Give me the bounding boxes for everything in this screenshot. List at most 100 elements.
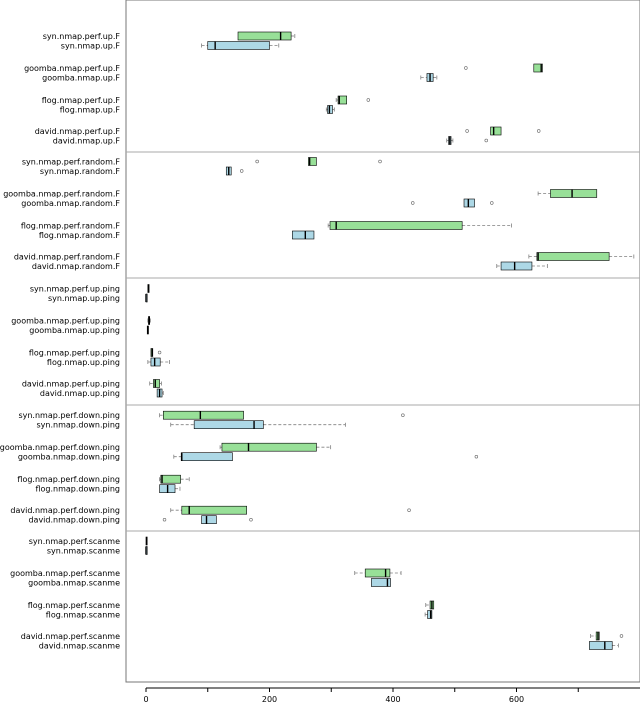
box-flog.nmap.up.F xyxy=(325,105,335,114)
box-syn.nmap.perf.down.ping xyxy=(159,410,405,420)
box-david.nmap.scanme xyxy=(589,641,619,650)
box xyxy=(153,379,160,388)
box-david.nmap.perf.up.F xyxy=(465,126,541,136)
box-flog.nmap.perf.down.ping xyxy=(159,474,190,484)
row-label: flog.nmap.perf.down.ping xyxy=(17,475,120,484)
outlier-point xyxy=(240,169,244,173)
box-syn.nmap.perf.scanme xyxy=(145,536,148,546)
box-david.nmap.up.ping xyxy=(156,388,164,398)
box-david.nmap.random.F xyxy=(496,261,548,271)
row-label: syn.nmap.random.F xyxy=(40,167,120,176)
row-label: flog.nmap.perf.up.ping xyxy=(29,349,120,358)
outlier-point xyxy=(490,201,494,205)
box xyxy=(193,420,264,430)
box-flog.nmap.perf.scanme xyxy=(425,600,435,610)
outlier-point xyxy=(401,413,405,417)
row-label: david.nmap.up.ping xyxy=(40,389,120,398)
row-label: flog.nmap.random.F xyxy=(39,231,121,240)
x-tick-label: 400 xyxy=(385,695,400,704)
box-flog.nmap.perf.random.F xyxy=(327,221,512,230)
box-david.nmap.perf.down.ping xyxy=(170,505,411,515)
outlier-point xyxy=(537,129,541,133)
row-label: goomba.nmap.up.F xyxy=(42,74,120,83)
row-label: david.nmap.perf.up.ping xyxy=(22,380,120,389)
box-syn.nmap.perf.up.ping xyxy=(147,284,150,293)
row-label: syn.nmap.down.ping xyxy=(37,421,120,430)
row-label: david.nmap.perf.random.F xyxy=(14,253,121,262)
row-label: goomba.nmap.perf.up.F xyxy=(24,64,120,73)
row-label: flog.nmap.scanme xyxy=(46,611,120,620)
box xyxy=(550,189,598,198)
box-flog.nmap.down.ping xyxy=(159,484,181,494)
row-label: david.nmap.perf.down.ping xyxy=(10,506,120,515)
box xyxy=(536,252,610,261)
row-label: david.nmap.down.ping xyxy=(28,516,120,525)
row-label: flog.nmap.down.ping xyxy=(35,485,120,494)
outlier-point xyxy=(407,508,411,512)
outlier-point xyxy=(249,517,253,522)
outlier-point xyxy=(484,138,488,143)
box-goomba.nmap.scanme xyxy=(371,578,391,587)
outlier-point xyxy=(255,159,259,164)
box xyxy=(181,505,247,515)
box-david.nmap.up.F xyxy=(446,136,488,145)
row-label: goomba.nmap.scanme xyxy=(28,579,120,588)
row-label: syn.nmap.up.F xyxy=(61,42,121,51)
box xyxy=(237,31,292,41)
box-david.nmap.perf.up.ping xyxy=(149,379,162,388)
box-david.nmap.perf.random.F xyxy=(528,252,635,261)
x-tick-label: 0 xyxy=(143,695,148,704)
box xyxy=(292,230,315,240)
row-label: syn.nmap.perf.up.F xyxy=(43,32,121,41)
outlier-point xyxy=(474,455,479,459)
box-flog.nmap.up.ping xyxy=(147,357,170,367)
box xyxy=(329,221,463,230)
box xyxy=(308,157,317,166)
row-label: syn.nmap.scanme xyxy=(47,547,120,556)
row-label: goomba.nmap.down.ping xyxy=(18,453,120,462)
box-series xyxy=(145,31,635,650)
row-label: david.nmap.scanme xyxy=(39,642,120,651)
box-goomba.nmap.perf.up.F xyxy=(464,63,543,73)
box xyxy=(207,41,270,50)
box xyxy=(427,610,433,619)
row-label: flog.nmap.up.ping xyxy=(47,358,120,367)
row-label: goomba.nmap.random.F xyxy=(21,199,120,208)
box-goomba.nmap.down.ping xyxy=(173,452,479,462)
box xyxy=(221,442,317,452)
box xyxy=(371,578,391,587)
outlier-point xyxy=(464,66,468,70)
box xyxy=(337,95,347,105)
box xyxy=(364,568,391,578)
x-tick-label: 600 xyxy=(509,695,524,704)
box-goomba.nmap.up.F xyxy=(420,73,438,82)
box-goomba.nmap.perf.scanme xyxy=(354,568,402,578)
row-label: goomba.nmap.perf.random.F xyxy=(3,190,120,199)
box-syn.nmap.perf.random.F xyxy=(255,157,382,166)
box-goomba.nmap.random.F xyxy=(411,198,494,208)
outlier-point xyxy=(619,634,624,638)
box-goomba.nmap.perf.up.ping xyxy=(147,316,151,325)
box-david.nmap.down.ping xyxy=(162,515,253,525)
box-flog.nmap.scanme xyxy=(424,610,433,619)
plot-frame xyxy=(125,0,640,683)
outlier-point xyxy=(411,201,415,205)
row-label: syn.nmap.perf.random.F xyxy=(22,158,121,167)
box xyxy=(160,474,181,484)
box-flog.nmap.perf.up.F xyxy=(335,95,370,105)
box xyxy=(150,357,161,367)
row-label: goomba.nmap.perf.scanme xyxy=(10,569,120,578)
box xyxy=(533,63,543,73)
row-label: goomba.nmap.perf.down.ping xyxy=(0,443,120,452)
box-david.nmap.perf.scanme xyxy=(590,631,624,641)
row-label: syn.nmap.up.ping xyxy=(48,294,120,303)
row-label: david.nmap.perf.scanme xyxy=(21,632,120,641)
row-label: syn.nmap.perf.up.ping xyxy=(30,285,120,294)
box xyxy=(463,198,475,208)
box xyxy=(162,410,244,420)
box-syn.nmap.down.ping xyxy=(170,420,346,430)
outlier-point xyxy=(465,129,469,133)
box xyxy=(589,641,613,650)
box-goomba.nmap.perf.down.ping xyxy=(219,442,332,452)
